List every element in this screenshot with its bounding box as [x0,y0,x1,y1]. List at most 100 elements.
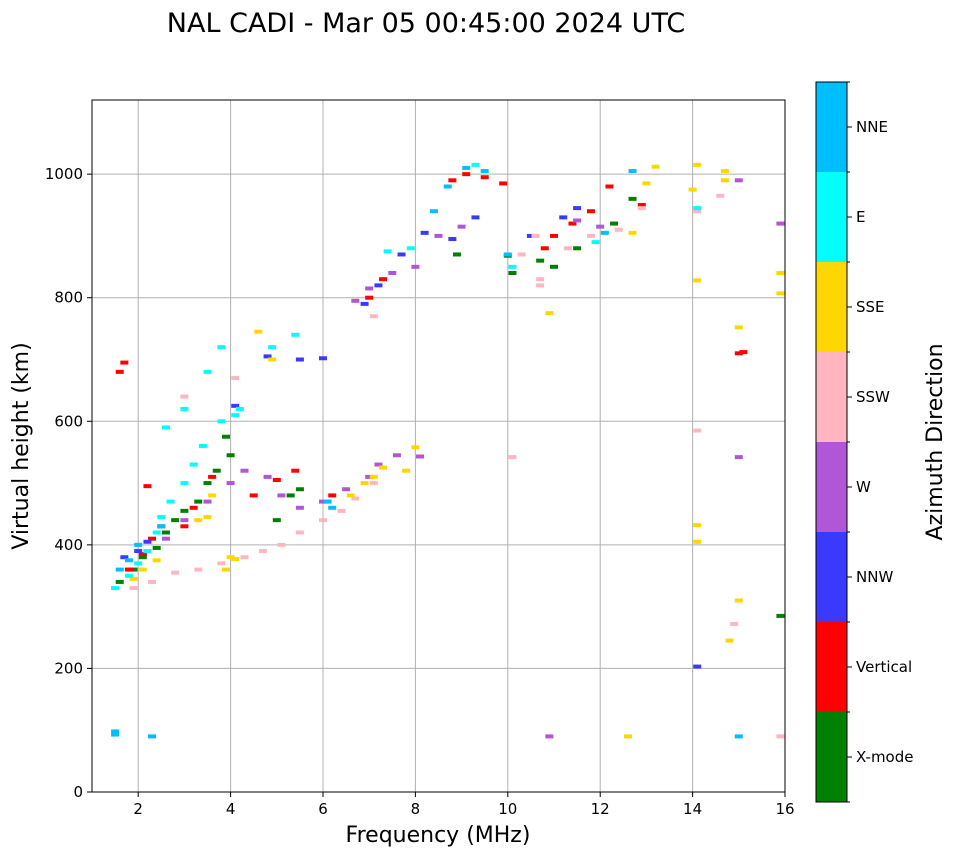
data-point [411,445,420,450]
data-point [152,545,161,550]
colorbar-segment [816,262,847,352]
data-point [129,567,138,572]
data-point [180,394,189,399]
data-point [342,487,351,492]
data-point [610,221,619,226]
colorbar-tick-label: W [856,478,871,496]
data-point [730,621,739,626]
data-point [208,493,217,498]
y-tick-label: 600 [54,412,83,430]
data-point [254,329,263,334]
data-point [443,184,452,189]
data-point [221,434,230,439]
data-point [231,557,240,562]
data-point [217,345,226,350]
data-point [171,570,180,575]
data-point [734,455,743,460]
data-point [277,493,286,498]
data-point [693,523,702,528]
data-point [111,732,120,737]
data-point [406,246,415,251]
data-point [319,518,327,523]
data-point [111,729,120,734]
data-point [148,579,157,584]
data-point [360,301,369,306]
data-point [693,428,702,433]
data-point [452,252,461,257]
x-tick-label: 14 [683,800,702,818]
data-point [725,638,734,643]
y-tick-label: 200 [54,659,83,677]
data-point [563,246,572,251]
data-point [508,455,517,460]
data-point [688,187,697,192]
data-point [134,542,143,547]
data-point [416,454,425,459]
data-point [536,283,545,288]
data-point [148,734,157,739]
data-point [369,481,378,486]
colorbar-segment [816,622,847,712]
data-point [448,237,457,242]
series-e [111,162,702,591]
data-point [379,465,388,470]
data-point [457,224,466,229]
data-point [559,215,568,220]
data-point [573,206,582,211]
data-point [776,221,785,226]
data-point [573,218,582,223]
data-point [720,169,729,174]
series-nne [111,165,743,739]
data-point [208,474,217,479]
data-point [235,406,244,411]
data-point [480,175,489,180]
colorbar-frame [815,81,848,803]
data-point [346,493,355,498]
data-point [596,224,605,229]
data-point [573,246,582,251]
data-point [203,481,212,486]
colorbar-tick-label: SSE [856,298,885,316]
data-point [739,350,748,355]
data-point [693,664,702,669]
data-point [379,277,388,282]
data-point [124,558,133,563]
data-point [143,539,152,544]
y-axis-label: Virtual height (km) [9,342,34,549]
data-point [503,252,512,257]
data-point [550,264,558,269]
data-point [720,178,729,183]
colorbar-segment [816,442,847,532]
data-point [360,481,369,486]
data-point [180,524,189,529]
data-point [540,246,549,251]
data-point [295,487,304,492]
data-point [586,233,595,238]
data-point [263,474,272,479]
data-point [231,413,240,418]
series-ssw [129,193,785,739]
data-point [776,734,785,739]
data-point [586,209,595,214]
data-point [623,734,632,739]
series-x-mode [115,196,785,618]
data-point [198,444,207,448]
y-tick-label: 400 [54,536,83,554]
data-point [365,474,374,479]
colorbar-segment [816,712,847,802]
colorbar-label: Azimuth Direction [923,343,948,540]
data-point [734,598,743,603]
data-point [693,206,702,211]
x-tick-label: 2 [133,800,143,818]
data-point [536,277,545,282]
data-point [600,230,609,235]
data-point [226,481,235,486]
data-point [134,561,143,566]
data-point [111,586,120,591]
data-point [143,484,152,489]
data-point [189,462,198,467]
y-tick-label: 0 [73,783,83,801]
data-point [734,734,743,739]
data-point [628,169,637,174]
data-point [161,425,170,430]
